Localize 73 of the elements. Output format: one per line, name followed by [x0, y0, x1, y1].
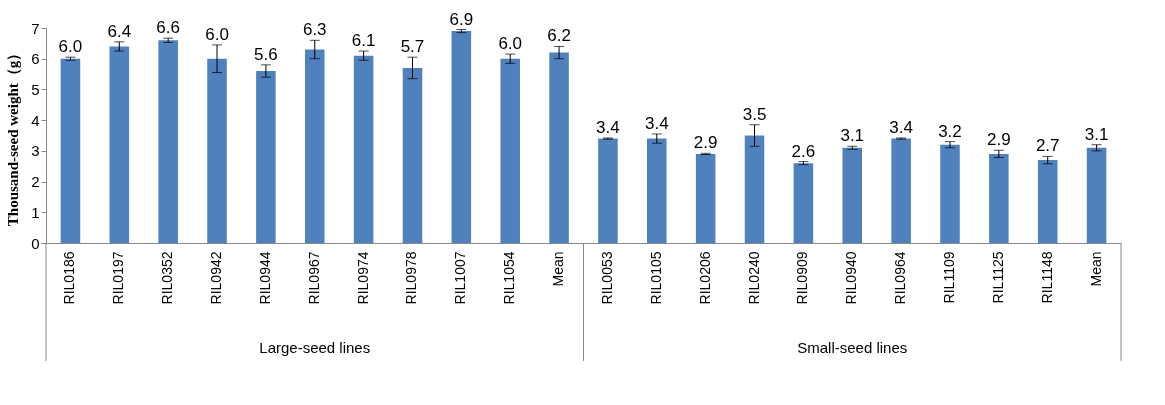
data-label: 6.2	[547, 26, 571, 46]
data-label: 6.3	[302, 20, 327, 40]
x-tick-label: Mean	[1087, 251, 1104, 287]
data-label: 6.6	[156, 18, 180, 38]
bar	[207, 58, 227, 243]
x-tick-label: RIL0240	[745, 251, 762, 305]
x-tick-label: RIL1054	[501, 251, 518, 305]
x-tick-label: RIL1125	[989, 251, 1006, 304]
x-tick-label: RIL1109	[940, 251, 957, 304]
data-label: 2.9	[987, 130, 1011, 150]
x-tick-label: RIL0909	[794, 251, 811, 305]
bar	[549, 52, 569, 243]
y-tick-label: 6	[31, 50, 40, 68]
data-label: 6.0	[205, 24, 229, 44]
data-label: 3.4	[889, 117, 913, 137]
bar	[256, 71, 276, 243]
data-label: 3.4	[596, 117, 620, 137]
text: Large-seed lines	[259, 339, 371, 356]
bar	[695, 153, 716, 243]
y-tick-label: 0	[31, 234, 40, 252]
data-label: 5.6	[254, 44, 278, 64]
bar	[353, 55, 374, 243]
data-label: 3.5	[742, 104, 767, 124]
bar	[304, 49, 325, 243]
y-tick-label: 1	[31, 203, 40, 221]
x-tick-label: RIL0053	[598, 251, 615, 305]
data-label: 3.4	[644, 113, 669, 133]
y-tick-label: 4	[31, 111, 40, 129]
bar	[500, 58, 520, 243]
data-label: 6.0	[58, 37, 83, 57]
data-label: 6.1	[351, 31, 376, 51]
data-label: 2.6	[791, 141, 816, 161]
x-tick-label: RIL0944	[256, 251, 273, 305]
x-tick-label: RIL0942	[208, 251, 225, 305]
y-axis-title: Thousand-seed weight（g）	[5, 45, 22, 227]
bar	[109, 46, 130, 243]
bar	[793, 163, 814, 243]
bar	[647, 138, 667, 243]
bar	[402, 67, 423, 243]
x-tick-label: RIL0352	[159, 251, 176, 305]
x-tick-label: RIL0940	[843, 251, 860, 305]
x-tick-label: RIL0964	[892, 251, 909, 305]
data-label: 6.0	[498, 34, 523, 54]
x-tick-label: RIL0197	[110, 251, 127, 305]
data-label: 2.7	[1035, 136, 1060, 156]
x-tick-label: Mean	[550, 251, 567, 287]
x-tick-label: RIL1007	[452, 251, 469, 305]
x-tick-label: RIL0206	[696, 251, 713, 305]
text: Small-seed lines	[797, 339, 908, 356]
x-tick-label: RIL0978	[403, 251, 420, 305]
data-label: 3.1	[1084, 124, 1109, 144]
bar	[744, 135, 765, 243]
y-tick-label: 3	[31, 142, 40, 160]
y-tick-label: 7	[31, 19, 40, 37]
x-tick-label: RIL0974	[354, 251, 371, 305]
bar	[598, 138, 618, 243]
x-tick-label: RIL0105	[647, 251, 664, 305]
y-tick-label: 5	[31, 80, 40, 98]
bar	[891, 138, 911, 243]
bar	[60, 58, 81, 243]
data-label: 5.7	[400, 37, 425, 57]
x-tick-label: RIL0967	[305, 251, 322, 305]
data-label: 3.1	[840, 126, 865, 146]
data-label: 6.4	[107, 21, 132, 41]
bar	[451, 31, 472, 243]
data-label: 3.2	[938, 121, 962, 141]
x-tick-label: RIL1148	[1038, 251, 1055, 304]
data-label: 2.9	[693, 133, 718, 153]
data-label: 6.9	[449, 9, 474, 29]
y-tick-label: 2	[31, 173, 40, 191]
x-tick-label: RIL0186	[61, 251, 78, 305]
bar	[842, 147, 863, 243]
bar	[1037, 160, 1058, 243]
